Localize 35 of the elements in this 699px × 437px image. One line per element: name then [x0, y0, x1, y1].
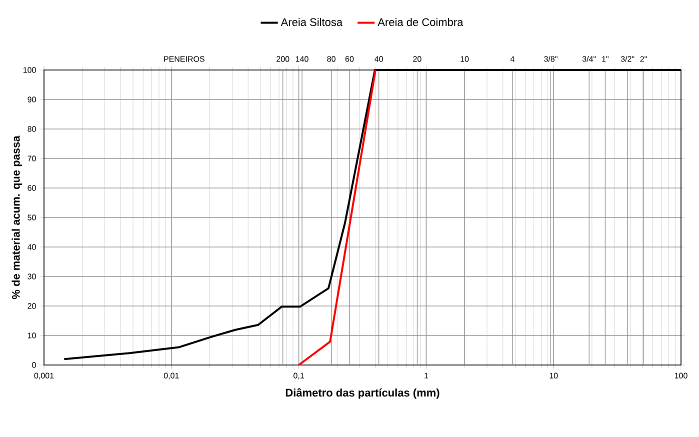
x-tick-label: 100 — [674, 372, 688, 378]
x-axis-title: Diâmetro das partículas (mm) — [286, 388, 440, 399]
y-tick-label: 10 — [28, 332, 36, 338]
text: 3/8" — [544, 56, 558, 62]
legend-label: Areia de Coimbra — [378, 18, 464, 26]
y-tick-label: 0 — [32, 362, 36, 368]
text: PENEIROS — [164, 56, 204, 62]
text: 20 — [413, 56, 422, 62]
text: 2" — [640, 56, 647, 62]
text: 4 — [510, 56, 514, 62]
text: 3/2" — [620, 56, 634, 62]
y-tick-label: 40 — [28, 244, 36, 250]
y-tick-label: 100 — [23, 67, 36, 73]
text: 80 — [327, 56, 336, 62]
x-tick-label: 10 — [550, 372, 558, 378]
y-tick-label: 30 — [28, 274, 36, 280]
x-tick-label: 0,001 — [34, 372, 54, 380]
y-tick-label: 50 — [28, 214, 36, 220]
y-tick-label: 20 — [28, 303, 36, 309]
text: 60 — [345, 56, 354, 62]
text: 140 — [296, 56, 308, 62]
text: 200 — [276, 56, 290, 62]
text: 10 — [460, 56, 469, 62]
legend-label: Areia Siltosa — [280, 18, 343, 26]
text: 3/4" — [582, 56, 596, 62]
x-tick-label: 0,01 — [164, 372, 179, 380]
text: 40 — [374, 56, 383, 62]
x-tick-label: 1 — [424, 372, 428, 378]
y-tick-label: 70 — [28, 156, 36, 162]
text: 1" — [602, 56, 608, 62]
y-tick-label: 80 — [28, 126, 36, 132]
y-tick-label: 60 — [28, 185, 36, 191]
y-tick-label: 90 — [28, 96, 36, 102]
y-axis-title: % de material acum. que passa — [12, 136, 22, 300]
x-tick-label: 0,1 — [294, 372, 304, 380]
